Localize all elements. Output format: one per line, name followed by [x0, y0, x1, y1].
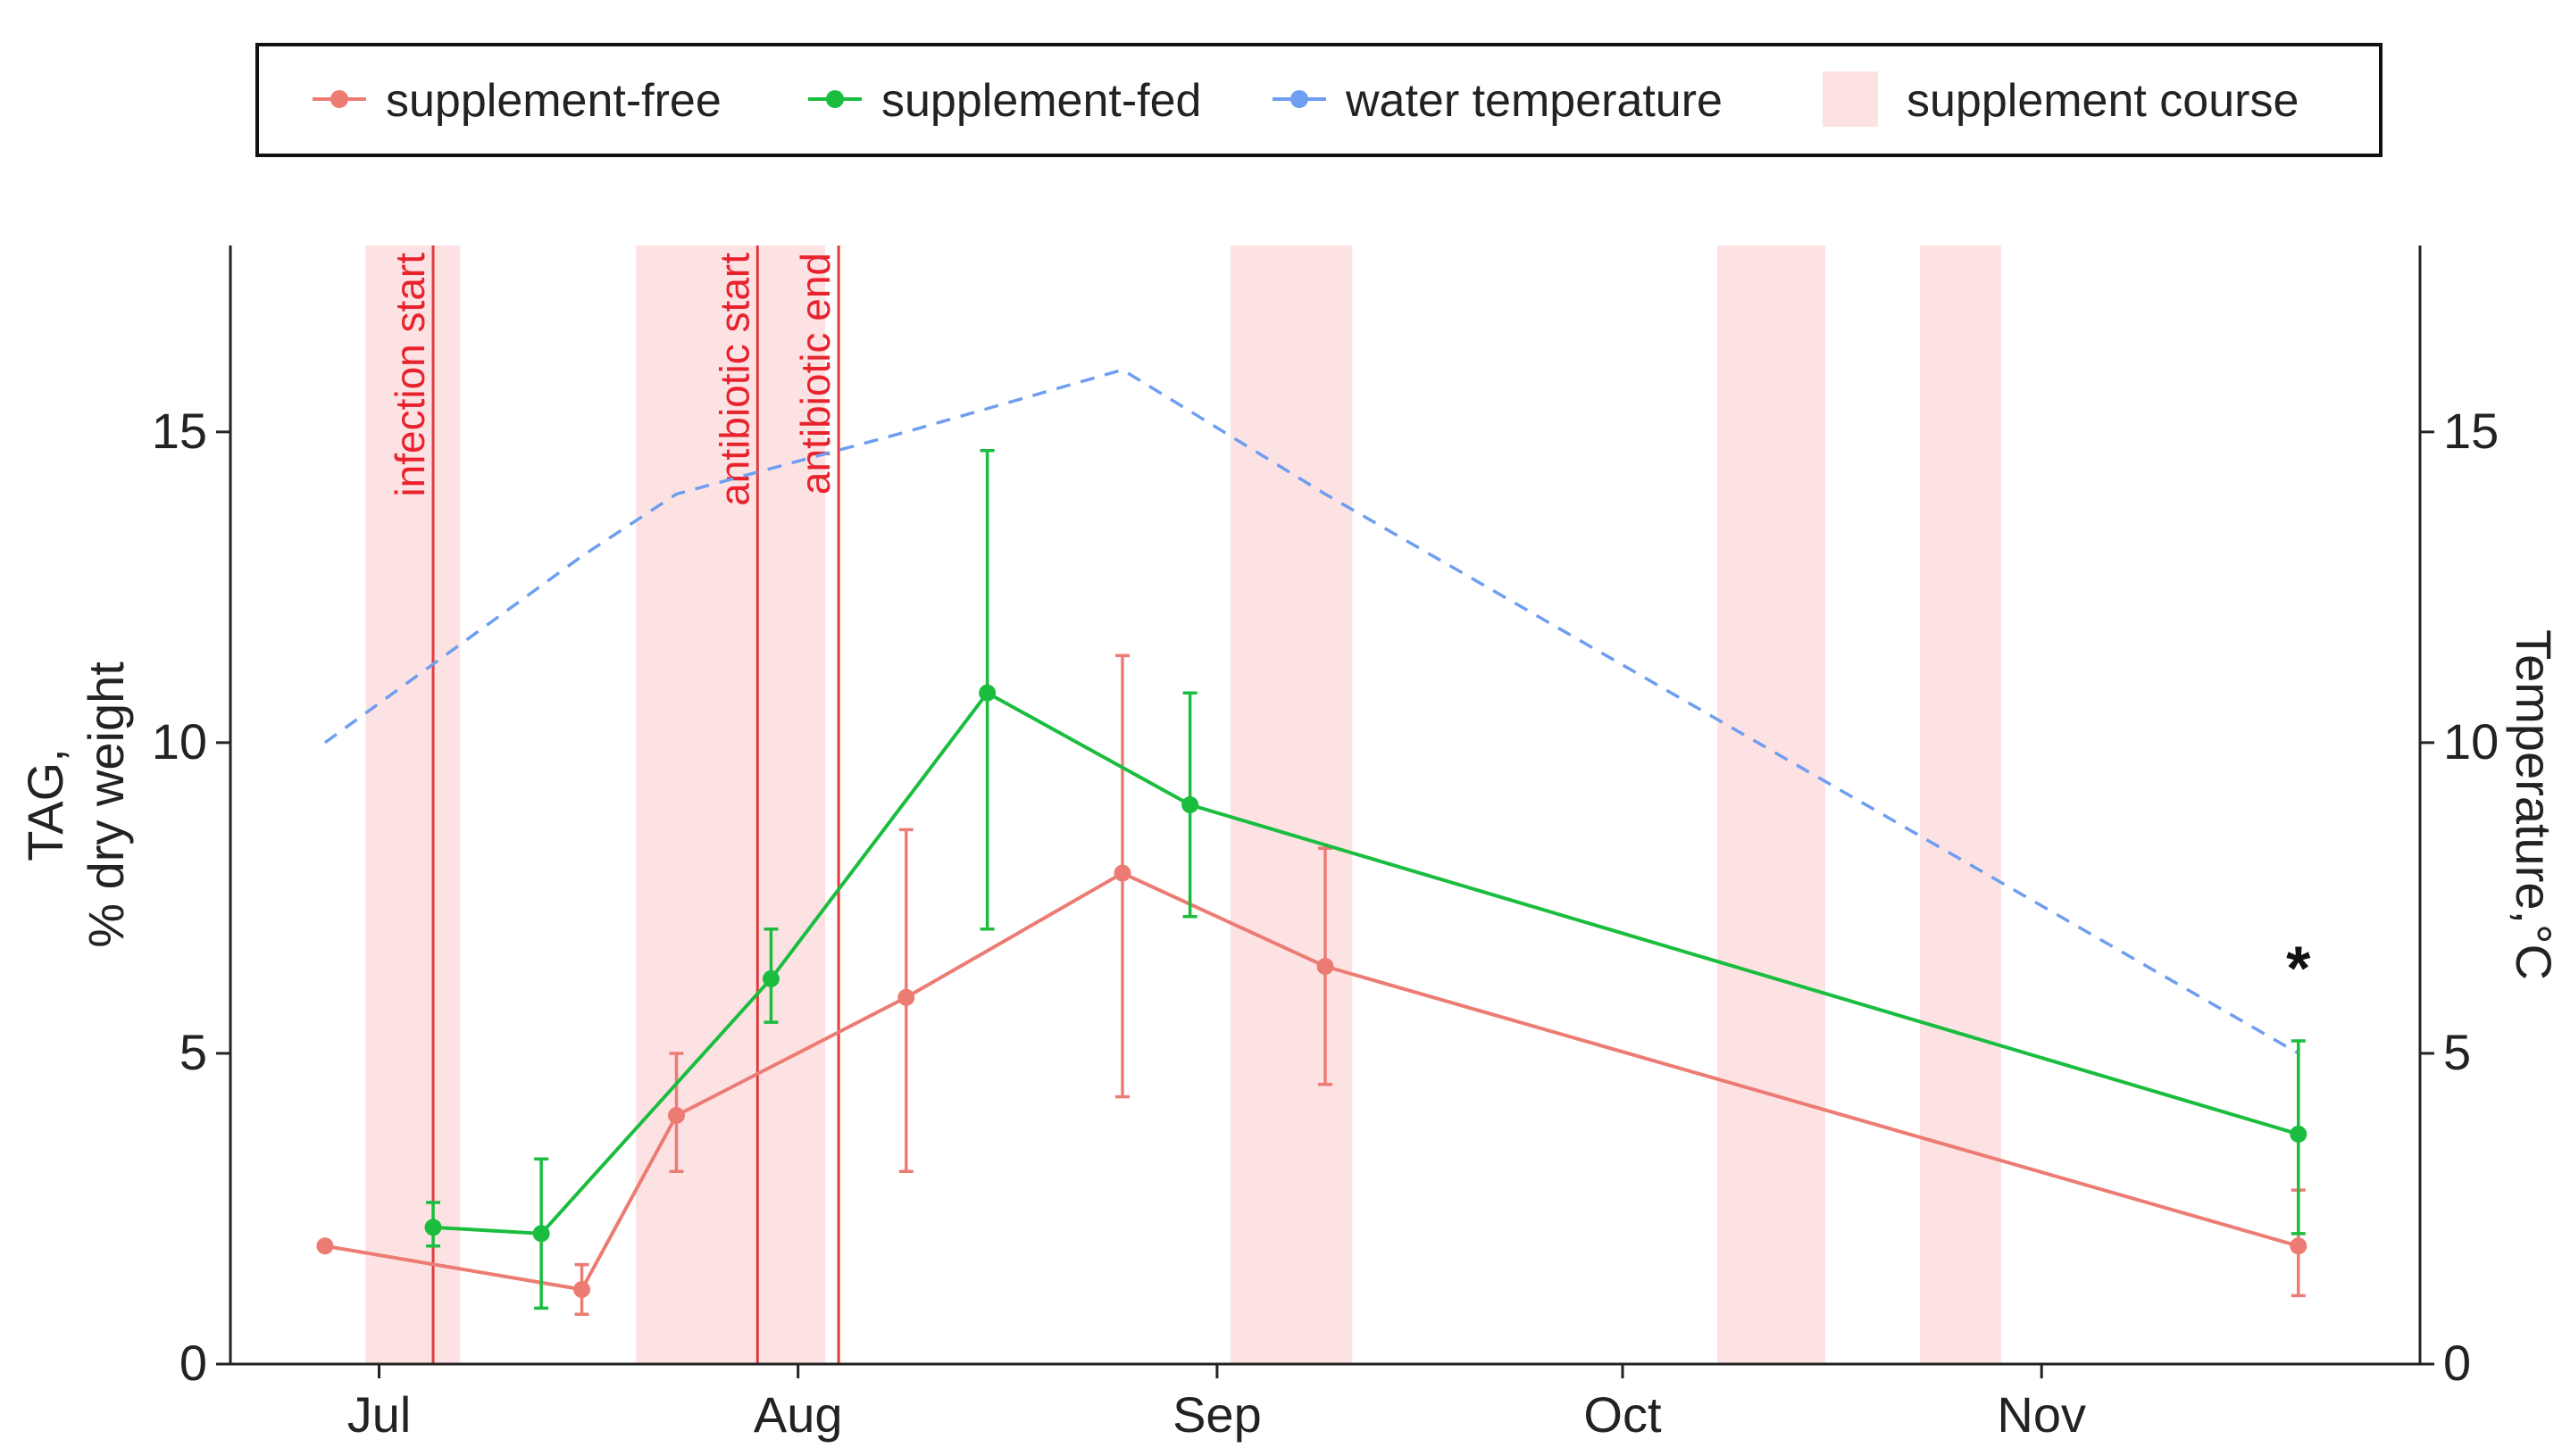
significance-star: *: [2286, 934, 2311, 1003]
axes: 0 5 10 15 0 5 10 15 Jul Aug Sep Oct Nov TAG,% dry wei…: [17, 245, 2562, 1443]
x-tick-label: Jul: [347, 1386, 412, 1443]
fed-point-5: [1181, 796, 1199, 813]
supplement-free-series: [316, 653, 2307, 1317]
supplement-course-band-5: [1919, 245, 2001, 1364]
event-label-3: antibiotic end: [792, 253, 839, 495]
free-point-1: [316, 1237, 334, 1255]
fed-point-3: [762, 969, 780, 987]
x-tick-label: Oct: [1583, 1386, 1662, 1443]
free-point-4: [897, 988, 915, 1006]
right-tick-label: 5: [2443, 1024, 2471, 1080]
supplement-course-band-2: [636, 245, 825, 1364]
temp-line: [323, 368, 2299, 1055]
fed-point-2: [532, 1225, 550, 1243]
left-axis-title-line1: TAG,: [17, 748, 73, 861]
fed-point-1: [424, 1219, 442, 1236]
supplement-course-band-4: [1716, 245, 1826, 1364]
supplement-course-bands: [365, 245, 2001, 1364]
left-tick-label: 10: [152, 713, 207, 770]
annotations: *: [2286, 934, 2311, 1003]
free-point-2: [573, 1280, 591, 1298]
free-point-3: [667, 1107, 685, 1125]
legend: supplement-free supplement-fed water tempe…: [255, 43, 2383, 157]
right-axis-title: Temperature,°C: [2506, 629, 2562, 980]
event-lines: infection start antibiotic start antibioti…: [387, 245, 840, 1364]
supplement-course-band-3: [1231, 245, 1353, 1364]
legend-label-free: supplement-free: [386, 75, 722, 127]
fed-point-4: [979, 684, 997, 702]
x-tick-label: Nov: [1997, 1386, 2086, 1443]
right-tick-label: 0: [2443, 1335, 2471, 1391]
event-label-2: antibiotic start: [711, 253, 757, 506]
x-tick-label: Sep: [1173, 1386, 1262, 1443]
left-tick-label: 15: [152, 403, 207, 459]
free-point-7: [2290, 1237, 2307, 1255]
supplement-fed-series: [424, 448, 2307, 1310]
free-point-6: [1316, 957, 1334, 975]
legend-label-fed: supplement-fed: [881, 75, 1201, 127]
legend-key-point-free: [330, 90, 348, 108]
x-tick-label: Aug: [754, 1386, 843, 1443]
legend-key-point-fed: [826, 90, 844, 108]
left-tick-label: 5: [179, 1024, 207, 1080]
right-tick-label: 10: [2443, 713, 2499, 770]
legend-label-temp: water temperature: [1345, 75, 1723, 127]
supplement-course-band-1: [365, 245, 461, 1364]
free-point-5: [1114, 864, 1131, 882]
water-temperature-series: [323, 368, 2299, 1055]
left-tick-label: 0: [179, 1335, 207, 1391]
left-axis-title-line2: % dry weight: [78, 661, 134, 948]
fed-point-6: [2290, 1125, 2307, 1143]
legend-label-course: supplement course: [1907, 75, 2299, 127]
legend-key-point-temp: [1290, 90, 1308, 108]
legend-key-course: [1823, 71, 1878, 127]
event-label-1: infection start: [387, 253, 433, 497]
right-tick-label: 15: [2443, 403, 2499, 459]
fed-line: [432, 690, 2299, 1236]
